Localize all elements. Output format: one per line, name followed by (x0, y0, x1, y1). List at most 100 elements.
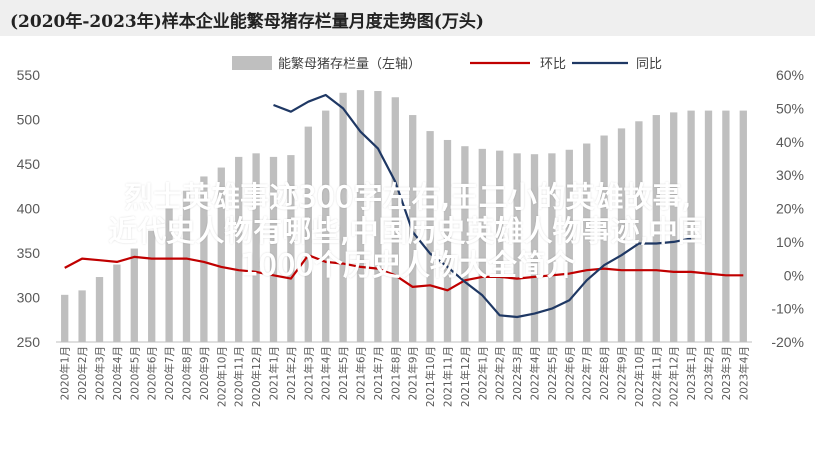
x-tick-32: 2022年9月 (616, 346, 629, 400)
y-left-tick-2: 350 (17, 245, 41, 261)
bar-28 (548, 153, 556, 342)
legend-label-huanbi: 环比 (540, 57, 566, 72)
bar-26 (513, 153, 521, 342)
y-right-tick-7: 50% (776, 100, 804, 116)
bar-33 (635, 121, 643, 342)
bar-31 (600, 135, 608, 342)
chart-title: (2020年-2023年)样本企业能繁母猪存栏量月度走势图(万头) (10, 12, 484, 32)
y-left-tick-5: 500 (17, 112, 41, 128)
x-tick-19: 2021年8月 (389, 346, 402, 400)
overlay-text: 烈士英雄事迹300字左右,王二小的英雄故事, 近代史人物有哪些,中国历史英雄人物… (0, 180, 815, 283)
bar-5 (148, 230, 156, 342)
bar-35 (670, 112, 678, 342)
x-tick-18: 2021年7月 (372, 346, 385, 400)
bar-15 (322, 110, 330, 342)
x-tick-3: 2020年4月 (111, 346, 124, 400)
bar-4 (130, 248, 138, 342)
bar-3 (113, 264, 121, 342)
x-tick-31: 2022年8月 (598, 346, 611, 400)
bar-17 (356, 90, 365, 342)
x-tick-8: 2020年9月 (198, 346, 211, 400)
x-tick-10: 2020年11月 (233, 346, 246, 407)
x-tick-36: 2023年1月 (685, 346, 698, 400)
bar-23 (461, 146, 469, 342)
y-right-tick-4: 20% (776, 201, 804, 217)
x-tick-1: 2020年2月 (76, 346, 89, 400)
x-tick-9: 2020年10月 (215, 346, 228, 407)
y-right-tick-1: -10% (771, 301, 804, 317)
x-tick-33: 2022年10月 (633, 346, 646, 407)
legend-swatch-bar (232, 56, 272, 70)
legend-label-bar: 能繁母猪存栏量（左轴） (278, 56, 421, 72)
y-right-tick-6: 40% (776, 134, 804, 150)
x-tick-39: 2023年4月 (737, 346, 750, 400)
bar-21 (426, 131, 434, 342)
x-tick-23: 2021年12月 (459, 346, 472, 407)
bar-12 (269, 156, 278, 342)
bar-22 (443, 139, 452, 342)
y-left-tick-4: 450 (17, 156, 41, 172)
legend-label-tongbi: 同比 (636, 57, 662, 72)
bar-13 (287, 155, 295, 342)
bar-25 (496, 150, 504, 342)
x-tick-14: 2021年3月 (302, 346, 315, 400)
x-tick-11: 2020年12月 (250, 346, 263, 407)
x-tick-25: 2022年2月 (494, 346, 507, 400)
y-left-tick-6: 550 (17, 67, 41, 83)
bar-36 (687, 110, 695, 342)
bar-39 (739, 110, 747, 342)
bar-30 (583, 143, 591, 342)
bar-27 (530, 154, 539, 342)
x-tick-13: 2021年2月 (285, 346, 298, 400)
bar-29 (565, 149, 573, 342)
bar-34 (652, 115, 660, 342)
bar-1 (78, 290, 86, 342)
overlay-line-1: 烈士英雄事迹300字左右,王二小的英雄故事, (124, 180, 692, 215)
x-tick-7: 2020年8月 (181, 346, 194, 400)
x-tick-20: 2021年9月 (407, 346, 420, 400)
y-left-tick-0: 250 (17, 334, 41, 350)
bar-18 (374, 91, 382, 343)
x-tick-0: 2020年1月 (59, 346, 72, 400)
bar-10 (235, 156, 243, 342)
series-line-huanbi (64, 254, 744, 292)
bar-19 (391, 97, 399, 342)
title-bar: (2020年-2023年)样本企业能繁母猪存栏量月度走势图(万头) (0, 0, 815, 36)
y-right-tick-5: 30% (776, 167, 804, 183)
x-tick-6: 2020年7月 (163, 346, 176, 400)
bar-0 (61, 294, 69, 342)
bar-2 (95, 277, 104, 342)
x-tick-38: 2023年3月 (720, 346, 733, 400)
x-tick-5: 2020年6月 (146, 346, 159, 400)
bar-9 (217, 167, 225, 342)
x-tick-26: 2022年3月 (511, 346, 524, 400)
x-tick-21: 2021年10月 (424, 346, 437, 407)
x-tick-37: 2023年2月 (703, 346, 716, 400)
x-tick-4: 2020年5月 (128, 346, 141, 400)
bar-8 (200, 176, 208, 342)
x-tick-12: 2021年1月 (268, 346, 281, 400)
y-left-tick-3: 400 (17, 201, 41, 217)
x-tick-24: 2022年1月 (476, 346, 489, 400)
overlay-line-2: 近代史人物有哪些,中国历史英雄人物事迹,中国 (108, 214, 707, 249)
x-tick-35: 2022年12月 (668, 346, 681, 407)
bar-24 (478, 148, 486, 342)
bar-38 (722, 110, 730, 342)
x-tick-28: 2022年5月 (546, 346, 559, 400)
y-left-tick-1: 300 (17, 290, 41, 306)
overlay-line-3: 1000个历史人物大全简介 (240, 248, 576, 283)
x-tick-22: 2021年11月 (442, 346, 455, 407)
bar-37 (704, 110, 713, 342)
x-tick-16: 2021年5月 (337, 346, 350, 400)
y-right-tick-8: 60% (776, 67, 804, 83)
x-tick-15: 2021年4月 (320, 346, 333, 400)
y-right-tick-0: -20% (771, 334, 804, 350)
bar-16 (339, 92, 347, 342)
x-tick-34: 2022年11月 (650, 346, 663, 407)
x-tick-2: 2020年3月 (94, 346, 107, 400)
x-tick-27: 2022年4月 (529, 346, 542, 400)
bar-11 (252, 153, 260, 342)
bar-6 (165, 208, 173, 342)
y-right-tick-3: 10% (776, 234, 804, 250)
